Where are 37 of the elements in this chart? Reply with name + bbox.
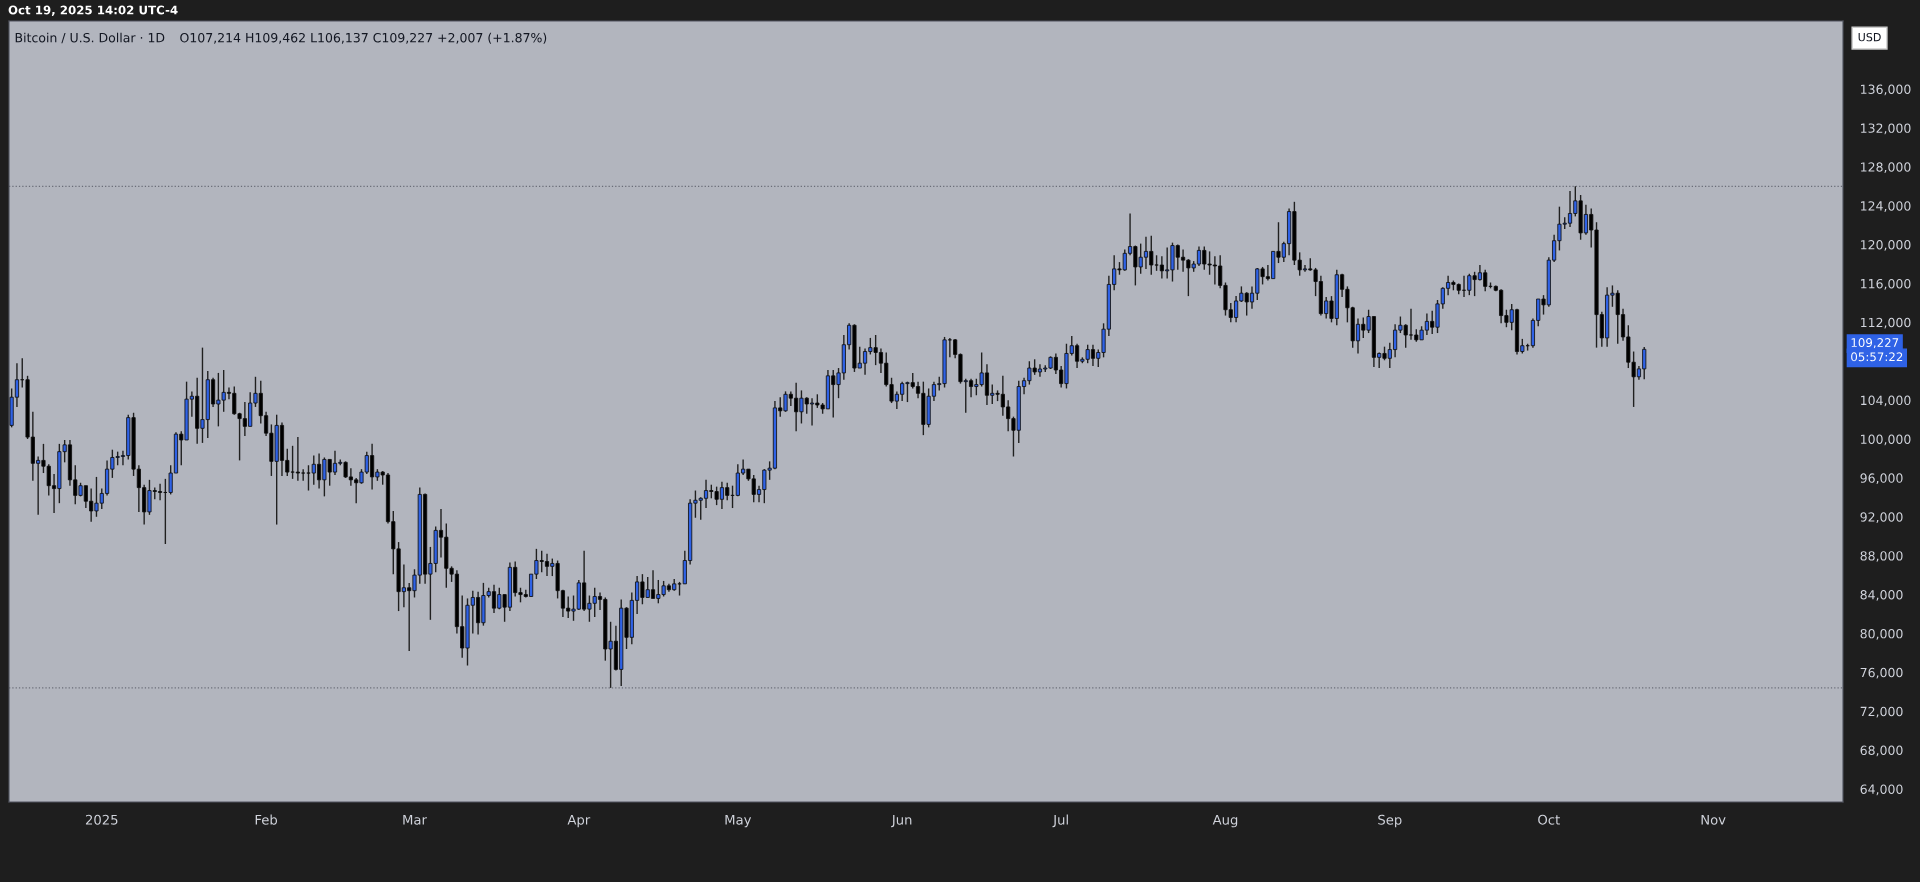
text: Bitcoin / U.S. Dollar · 1D xyxy=(15,32,165,44)
y-tick-label: 68,000 xyxy=(1860,745,1903,757)
y-tick-label: 76,000 xyxy=(1860,667,1903,679)
y-tick-label: 116,000 xyxy=(1861,278,1911,290)
y-tick-label: 72,000 xyxy=(1860,706,1903,718)
x-tick-label: May xyxy=(725,814,752,828)
y-tick-label: 112,000 xyxy=(1861,317,1911,329)
x-tick-label: 2025 xyxy=(85,814,118,825)
x-tick-label: Mar xyxy=(403,814,427,825)
y-tick-label: 132,000 xyxy=(1861,123,1911,135)
text: 109,227 xyxy=(1851,338,1899,349)
y-axis-title: USD xyxy=(1858,32,1881,42)
y-tick-label: 128,000 xyxy=(1861,162,1911,174)
x-tick-label: Nov xyxy=(1701,814,1726,825)
x-tick-label: Aug xyxy=(1212,814,1238,828)
candlestick xyxy=(301,468,306,482)
y-tick-label: 80,000 xyxy=(1860,628,1903,640)
y-tick-label: 88,000 xyxy=(1860,551,1903,562)
x-tick-label: Oct xyxy=(1538,814,1560,825)
y-tick-label: 120,000 xyxy=(1861,240,1911,251)
text: O107,214 H109,462 L106,137 C109,227 +2,007 (+1.87%) xyxy=(180,32,547,44)
text: Oct 19, 2025 14:02 UTC-4 xyxy=(8,5,178,16)
y-tick-label: 84,000 xyxy=(1860,590,1903,601)
y-tick-label: 104,000 xyxy=(1861,395,1911,407)
x-tick-label: Apr xyxy=(567,814,591,828)
y-tick-label: 92,000 xyxy=(1860,512,1903,523)
x-tick-label: Jul xyxy=(1052,814,1068,828)
x-tick-label: Jun xyxy=(891,814,912,828)
y-tick-label: 136,000 xyxy=(1861,84,1911,96)
x-tick-label: Feb xyxy=(255,814,278,825)
x-tick-label: Sep xyxy=(1378,814,1402,828)
y-tick-label: 124,000 xyxy=(1861,201,1911,212)
y-tick-label: 64,000 xyxy=(1860,784,1903,796)
y-tick-label: 96,000 xyxy=(1860,473,1903,485)
candlestick xyxy=(295,436,300,482)
text: 05:57:22 xyxy=(1851,352,1903,362)
y-tick-label: 100,000 xyxy=(1861,434,1911,446)
